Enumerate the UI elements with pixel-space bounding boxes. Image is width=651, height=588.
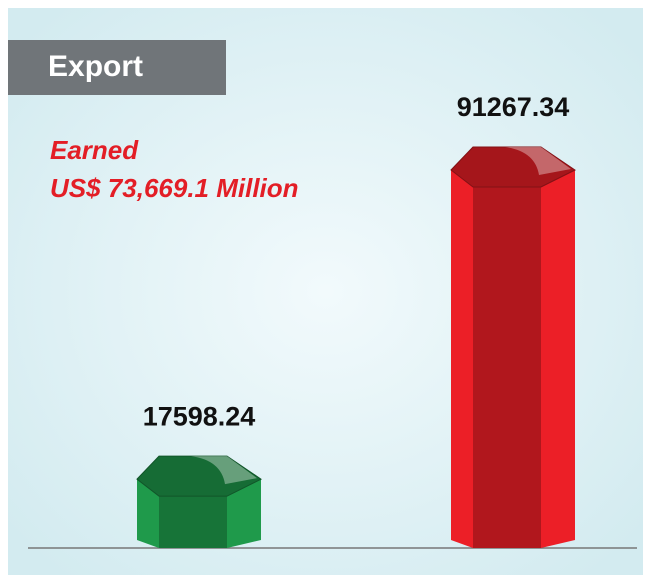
- bar-side: [451, 170, 473, 548]
- bar: [473, 187, 541, 548]
- annotation: US$ 73,669.1 Million: [50, 173, 299, 203]
- bar-highlight: [505, 147, 571, 175]
- bar-side: [541, 170, 575, 548]
- annotation: Earned: [50, 135, 139, 165]
- data-label: 91267.34: [457, 92, 570, 122]
- bar-side: [137, 479, 159, 548]
- bar-highlight: [191, 456, 257, 485]
- title-box: [8, 40, 226, 95]
- bar-side: [227, 479, 261, 548]
- bar-top: [136, 455, 262, 497]
- bar: [159, 496, 227, 548]
- chart-title: Export: [48, 50, 143, 83]
- data-label: 17598.24: [143, 401, 256, 431]
- bar-top: [450, 146, 576, 188]
